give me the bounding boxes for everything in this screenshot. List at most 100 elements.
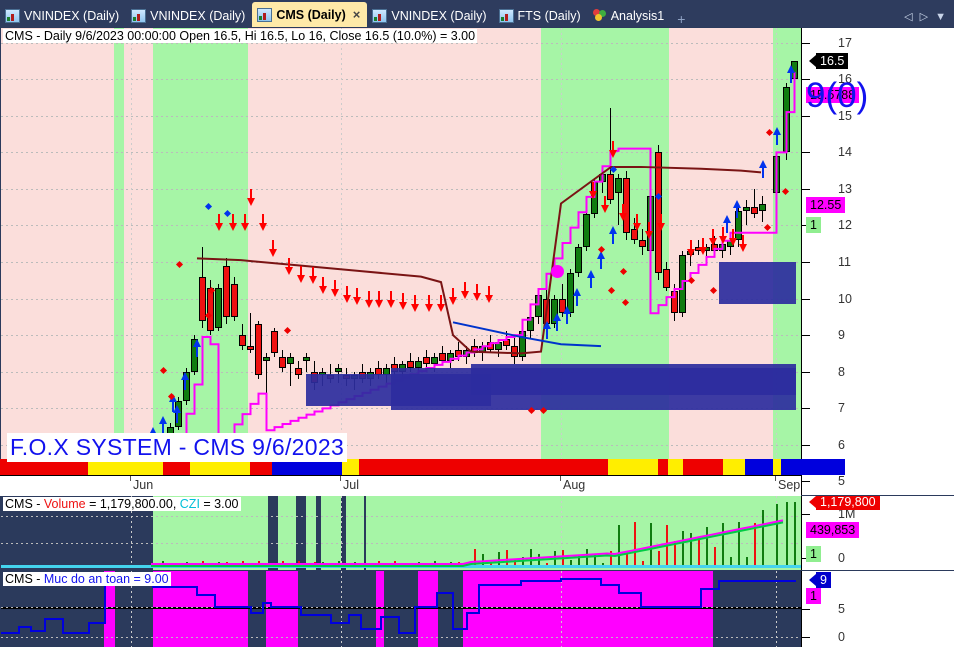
arrow-down-icon [657, 223, 665, 232]
volume-bar [794, 502, 796, 568]
ribbon-segment [250, 459, 272, 475]
arrow-down-icon [259, 223, 267, 232]
axis-tick [802, 372, 810, 373]
candle-body [303, 357, 310, 361]
volume-axis[interactable]: 1M 0 1,179,800 439,853 1 [801, 496, 954, 570]
tab-prev-icon[interactable]: ◁ [904, 11, 913, 23]
ribbon-segment [272, 459, 290, 475]
candle-body [455, 349, 462, 358]
ribbon-segment [88, 459, 163, 475]
safety-zone [376, 571, 384, 647]
volume-bar [690, 533, 692, 568]
arrow-down-icon [709, 238, 717, 247]
add-tab-button[interactable]: + [677, 11, 686, 27]
chart-icon [498, 8, 514, 23]
tab-menu-icon[interactable]: ▼ [935, 10, 946, 23]
tab-vnindex-daily[interactable]: VNINDEX (Daily) [0, 4, 126, 27]
tab-fts-daily[interactable]: FTS (Daily) [494, 4, 588, 27]
date-label: Jun [133, 478, 154, 492]
arrow-down-icon [425, 303, 433, 312]
candle-body [479, 346, 486, 354]
arrow-stem [576, 295, 578, 306]
tab-vnindex-daily[interactable]: VNINDEX (Daily) [367, 4, 493, 27]
tab-label: VNINDEX (Daily) [391, 8, 487, 23]
indicator-label: Muc do an toan [43, 572, 131, 586]
volume-bar [650, 522, 652, 568]
arrow-up-icon [173, 404, 181, 413]
axis-label: 9 [838, 328, 845, 343]
ribbon-segment [773, 459, 781, 475]
arrow-stem [566, 314, 568, 325]
price-gridline [1, 152, 801, 153]
arrow-down-icon [319, 285, 327, 294]
candle-body [279, 357, 286, 369]
price-axis[interactable]: 17 16 15 14 13 12 11 10 9 8 7 6 5 16.5 15.5788 12.55 1 [801, 28, 954, 495]
date-label: Jul [343, 478, 359, 492]
axis-label: 17 [838, 35, 852, 50]
arrow-stem [356, 287, 358, 298]
tab-cms-daily[interactable]: CMS (Daily) × [252, 2, 368, 27]
volume-bar [618, 524, 620, 568]
axis-label: 1M [838, 507, 856, 521]
tab-vnindex-daily[interactable]: VNINDEX (Daily) [126, 4, 252, 27]
arrow-stem [312, 267, 314, 278]
candle-body [431, 357, 438, 365]
arrow-stem [604, 196, 606, 207]
candle-body [583, 214, 590, 248]
arrow-down-icon [215, 223, 223, 232]
tab-label: VNINDEX (Daily) [150, 8, 246, 23]
arrow-stem [464, 282, 466, 293]
arrow-down-icon [645, 230, 653, 239]
indicator-symbol: CMS - [5, 572, 44, 586]
date-tick [775, 476, 776, 481]
time-gridline [131, 28, 132, 495]
price-gridline [1, 335, 801, 336]
ribbon-segment [425, 459, 528, 475]
ribbon-segment [190, 459, 250, 475]
tab-close-icon[interactable]: × [352, 7, 361, 22]
arrow-stem [184, 379, 186, 390]
volume-panel-title: CMS - Volume = 1,179,800.00, CZI = 3.00 [3, 497, 241, 511]
tab-analysis1[interactable]: Analysis1 [588, 4, 672, 27]
arrow-stem [732, 229, 734, 240]
arrow-down-icon [461, 291, 469, 300]
watermark-text: F.O.X SYSTEM - CMS 9/6/2023 [7, 432, 348, 462]
ribbon-segment [745, 459, 773, 475]
axis-label: 6 [838, 437, 845, 452]
candle-body [535, 294, 542, 317]
arrow-stem [712, 229, 714, 240]
arrow-down-icon [269, 249, 277, 258]
volume-bar [776, 504, 778, 568]
candle-body [773, 155, 780, 193]
axis-label: 5 [838, 602, 845, 616]
volume-bar [634, 522, 636, 568]
arrow-up-icon [193, 339, 201, 348]
axis-label: 0 [838, 551, 845, 565]
axis-tick [802, 408, 810, 409]
safety-zone [463, 571, 711, 647]
candle-body [255, 324, 262, 376]
arrow-stem [162, 423, 164, 434]
arrow-down-icon [609, 150, 617, 159]
volume-bar [674, 541, 676, 568]
arrow-up-icon [553, 313, 561, 322]
indicator-plot-area[interactable] [1, 571, 801, 647]
ribbon-segment [668, 459, 683, 475]
arrow-stem [334, 280, 336, 291]
arrow-down-icon [399, 302, 407, 311]
indicator-gridline [1, 607, 801, 608]
arrow-stem [232, 214, 234, 225]
background-band-bear [124, 28, 153, 495]
tab-label: Analysis1 [610, 8, 665, 23]
arrow-up-icon [181, 371, 189, 380]
axis-tick [802, 445, 810, 446]
price-plot-area[interactable]: F.O.X SYSTEM - CMS 9/6/2023 [1, 28, 801, 495]
tab-next-icon[interactable]: ▷ [919, 11, 929, 23]
arrow-stem [346, 285, 348, 296]
arrow-stem [590, 277, 592, 288]
time-gridline [341, 28, 342, 495]
arrow-down-icon [309, 276, 317, 285]
candle-body [407, 360, 414, 369]
arrow-stem [702, 238, 704, 249]
